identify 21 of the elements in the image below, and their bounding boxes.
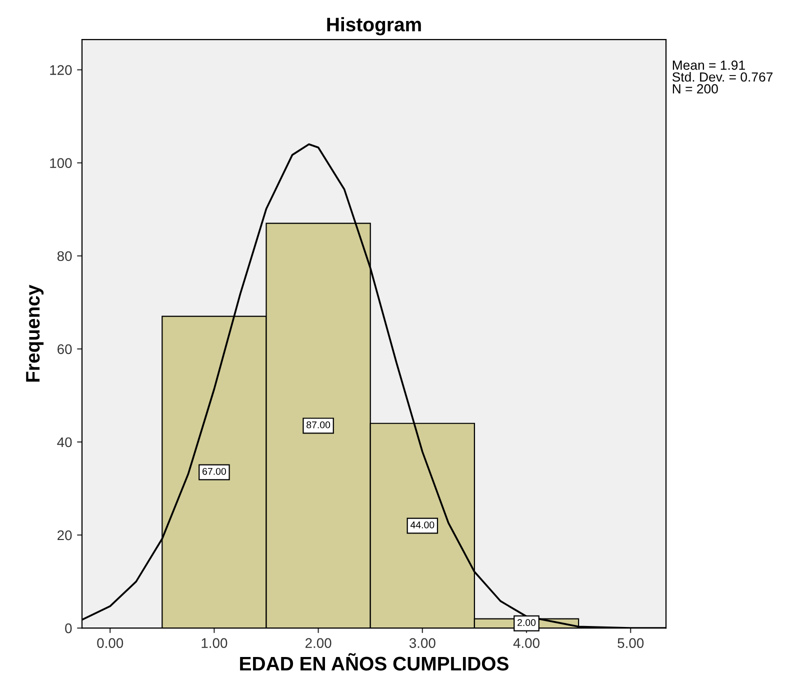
y-tick-label: 120 bbox=[50, 65, 72, 75]
text: Mean = 1.91 Std. Dev. = 0.767 N = 200 bbox=[672, 60, 773, 94]
data-label: 67.00 bbox=[202, 468, 226, 475]
y-tick-label: 80 bbox=[57, 251, 72, 262]
x-tick-label: 1.00 bbox=[202, 638, 228, 648]
data-label: 87.00 bbox=[306, 421, 330, 428]
x-tick-label: 5.00 bbox=[618, 638, 644, 648]
x-tick-label: 4.00 bbox=[513, 638, 540, 648]
x-tick-label: 0.00 bbox=[97, 638, 124, 648]
y-tick-label: 20 bbox=[58, 530, 72, 540]
x-tick-label: 2.00 bbox=[305, 638, 332, 648]
y-tick-label: 100 bbox=[50, 158, 72, 168]
data-label: 2.00 bbox=[518, 619, 536, 626]
chart-title: Histogram bbox=[327, 17, 421, 36]
y-tick-label: 40 bbox=[57, 437, 72, 448]
y-tick-label: 0 bbox=[65, 623, 72, 634]
y-axis-title: Frequency bbox=[26, 284, 44, 382]
x-axis-title: EDAD EN AÑOS CUMPLIDOS bbox=[240, 653, 508, 671]
y-tick-label: 60 bbox=[58, 344, 72, 354]
x-tick-label: 3.00 bbox=[409, 638, 436, 648]
data-label: 44.00 bbox=[410, 521, 434, 528]
